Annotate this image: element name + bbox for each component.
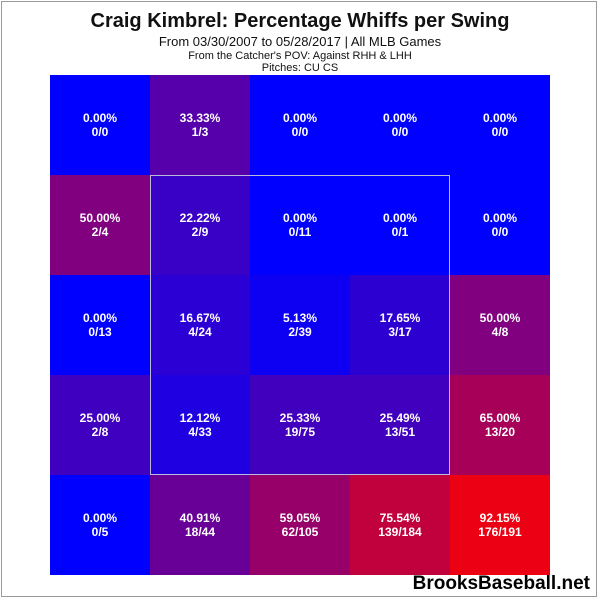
- cell-percentage-label: 59.05%: [279, 511, 321, 525]
- cell-count-label: 0/1: [391, 225, 409, 239]
- cell-count-label: 0/11: [288, 225, 312, 239]
- cell-count-label: 2/39: [288, 325, 312, 339]
- cell-percentage-label: 75.54%: [379, 511, 421, 525]
- cell-count-label: 4/24: [188, 325, 212, 339]
- pov-label: From the Catcher's POV: Against RHH & LH…: [188, 50, 412, 62]
- cell-percentage-label: 0.00%: [82, 311, 118, 325]
- cell-count-label: 3/17: [388, 325, 412, 339]
- cell-count-label: 0/0: [391, 125, 409, 139]
- cell-percentage-label: 50.00%: [79, 211, 121, 225]
- heatmap-cell: 25.49% 13/51: [350, 375, 450, 475]
- heatmap-cell: 22.22% 2/9: [150, 175, 250, 275]
- cell-percentage-label: 25.49%: [379, 411, 421, 425]
- cell-count-label: 2/4: [91, 225, 109, 239]
- cell-percentage-label: 25.00%: [79, 411, 121, 425]
- cell-percentage-label: 5.13%: [282, 311, 318, 325]
- cell-count-label: 2/8: [91, 425, 109, 439]
- heatmap-cell: 25.00% 2/8: [50, 375, 150, 475]
- cell-percentage-label: 17.65%: [379, 311, 421, 325]
- heatmap-cell: 0.00% 0/0: [350, 75, 450, 175]
- cell-percentage-label: 22.22%: [179, 211, 221, 225]
- cell-count-label: 2/9: [191, 225, 209, 239]
- heatmap-cell: 0.00% 0/0: [450, 75, 550, 175]
- heatmap-cell: 50.00% 2/4: [50, 175, 150, 275]
- heatmap-cell: 0.00% 0/0: [50, 75, 150, 175]
- heatmap-cell: 50.00% 4/8: [450, 275, 550, 375]
- cell-count-label: 0/0: [491, 225, 509, 239]
- cell-percentage-label: 33.33%: [179, 111, 221, 125]
- cell-count-label: 0/13: [88, 325, 112, 339]
- cell-percentage-label: 0.00%: [482, 211, 518, 225]
- date-range-subtitle: From 03/30/2007 to 05/28/2017 | All MLB …: [158, 34, 442, 49]
- cell-percentage-label: 0.00%: [82, 511, 118, 525]
- heatmap-cell: 0.00% 0/1: [350, 175, 450, 275]
- brand-watermark: BrooksBaseball.net: [412, 573, 590, 594]
- cell-percentage-label: 12.12%: [179, 411, 221, 425]
- cell-count-label: 0/0: [291, 125, 309, 139]
- heatmap-cell: 0.00% 0/11: [250, 175, 350, 275]
- cell-percentage-label: 16.67%: [179, 311, 221, 325]
- chart-title: Craig Kimbrel: Percentage Whiffs per Swi…: [90, 10, 510, 32]
- cell-percentage-label: 65.00%: [479, 411, 521, 425]
- cell-percentage-label: 92.15%: [479, 511, 521, 525]
- cell-percentage-label: 0.00%: [382, 111, 418, 125]
- cell-count-label: 4/33: [188, 425, 212, 439]
- cell-count-label: 19/75: [284, 425, 316, 439]
- heatmap-cell: 17.65% 3/17: [350, 275, 450, 375]
- cell-count-label: 0/0: [491, 125, 509, 139]
- cell-count-label: 1/3: [191, 125, 209, 139]
- cell-percentage-label: 0.00%: [82, 111, 118, 125]
- cell-percentage-label: 40.91%: [179, 511, 221, 525]
- pitches-label: Pitches: CU CS: [261, 62, 339, 74]
- cell-count-label: 13/20: [484, 425, 516, 439]
- heatmap-cell: 75.54% 139/184: [350, 475, 450, 575]
- heatmap-cell: 0.00% 0/0: [450, 175, 550, 275]
- cell-percentage-label: 0.00%: [482, 111, 518, 125]
- heatmap-cell: 16.67% 4/24: [150, 275, 250, 375]
- heatmap-cell: 0.00% 0/5: [50, 475, 150, 575]
- heatmap-cell: 5.13% 2/39: [250, 275, 350, 375]
- cell-count-label: 62/105: [281, 525, 319, 539]
- heatmap-cell: 12.12% 4/33: [150, 375, 250, 475]
- cell-count-label: 176/191: [478, 525, 522, 539]
- cell-count-label: 13/51: [384, 425, 416, 439]
- cell-count-label: 139/184: [378, 525, 422, 539]
- heatmap-cell: 65.00% 13/20: [450, 375, 550, 475]
- heatmap-cell: 0.00% 0/0: [250, 75, 350, 175]
- heatmap-cell: 25.33% 19/75: [250, 375, 350, 475]
- cell-percentage-label: 25.33%: [279, 411, 321, 425]
- cell-count-label: 0/5: [91, 525, 109, 539]
- heatmap-cell: 33.33% 1/3: [150, 75, 250, 175]
- heatmap-cell: 92.15% 176/191: [450, 475, 550, 575]
- cell-count-label: 18/44: [184, 525, 216, 539]
- heatmap-cell: 59.05% 62/105: [250, 475, 350, 575]
- heatmap-cell: 0.00% 0/13: [50, 275, 150, 375]
- cell-percentage-label: 0.00%: [282, 111, 318, 125]
- cell-percentage-label: 0.00%: [282, 211, 318, 225]
- cell-count-label: 4/8: [491, 325, 509, 339]
- cell-percentage-label: 0.00%: [382, 211, 418, 225]
- heatmap-cell: 40.91% 18/44: [150, 475, 250, 575]
- cell-count-label: 0/0: [91, 125, 109, 139]
- cell-percentage-label: 50.00%: [479, 311, 521, 325]
